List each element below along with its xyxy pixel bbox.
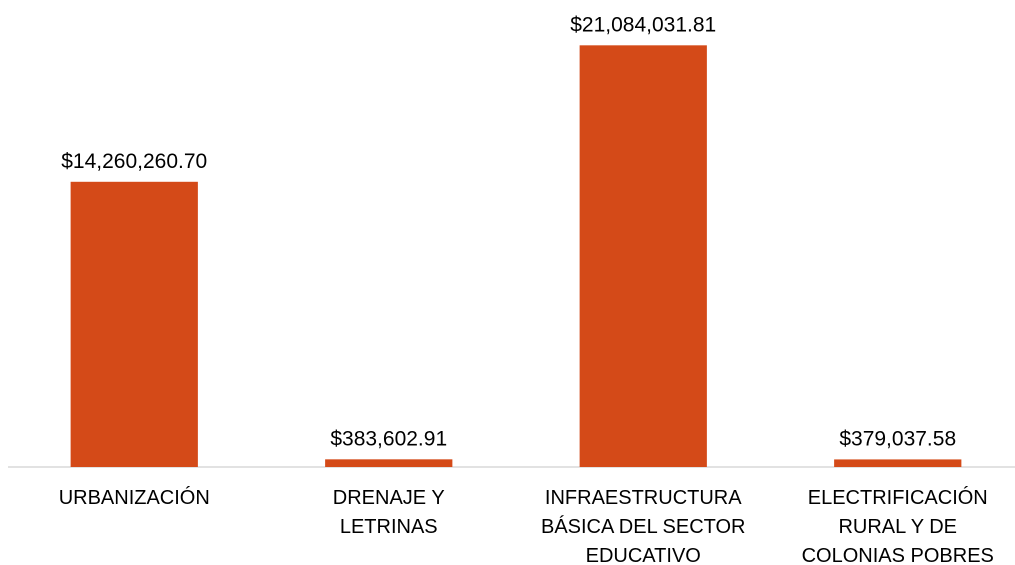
data-label: $383,602.91 [330,427,447,450]
data-label: $21,084,031.81 [570,13,716,36]
x-tick-label: DRENAJE Y LETRINAS [332,487,445,538]
data-label: $14,260,260.70 [61,150,207,173]
bar [325,459,453,467]
bar [834,459,962,467]
x-tick-label: INFRAESTRUCTURA BÁSICA DEL SECTOR EDUCAT… [540,487,746,565]
bar [70,181,198,467]
bar [579,45,707,467]
x-tick-label: URBANIZACIÓN [58,487,210,509]
x-tick-label: ELECTRIFICACIÓN RURAL Y DE COLONIAS POBR… [801,487,994,565]
data-label: $379,037.58 [839,427,956,450]
